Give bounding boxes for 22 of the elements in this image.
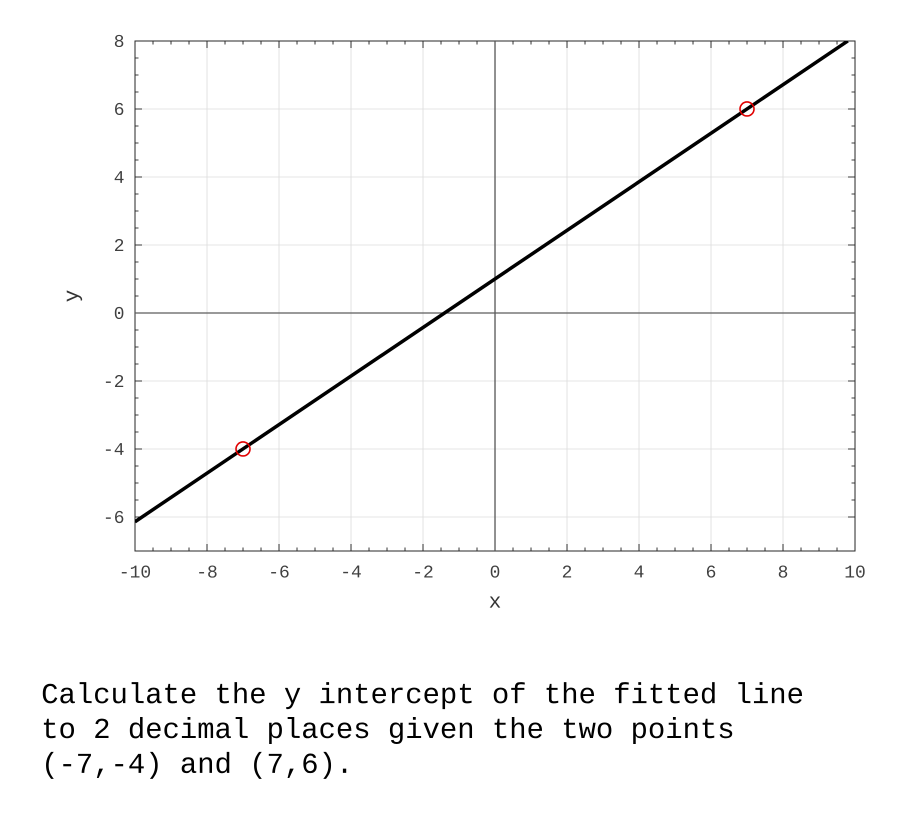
y-tick-label: -2	[106, 374, 124, 387]
x-tick-label: -8	[199, 566, 217, 578]
x-tick-label: -2	[415, 566, 433, 578]
x-axis-title: x	[490, 596, 500, 608]
x-tick-label: 8	[778, 566, 788, 578]
y-tick-label: 8	[114, 34, 124, 48]
y-tick-label: 2	[114, 238, 124, 251]
x-tick-label: -10	[122, 566, 150, 578]
y-tick-label: -4	[106, 443, 124, 455]
x-tick-label: -4	[343, 566, 361, 578]
y-tick-label: 0	[114, 306, 124, 320]
x-tick-label: 0	[490, 566, 500, 578]
y-tick-label: -6	[106, 510, 124, 524]
y-tick-label: 6	[115, 102, 124, 116]
x-tick-label: 4	[634, 566, 644, 578]
x-tick-label: 2	[562, 566, 572, 578]
x-tick-label: -6	[271, 566, 289, 578]
y-axis-title: y	[66, 290, 82, 302]
y-tick-label: 4	[114, 171, 124, 183]
x-tick-label: 10	[846, 566, 865, 578]
text: Calculate the y intercept of the fitted line to 2 decimal places given the two points (-7,-4) and (7,6).	[42, 682, 802, 779]
x-tick-label: 6	[706, 566, 716, 578]
